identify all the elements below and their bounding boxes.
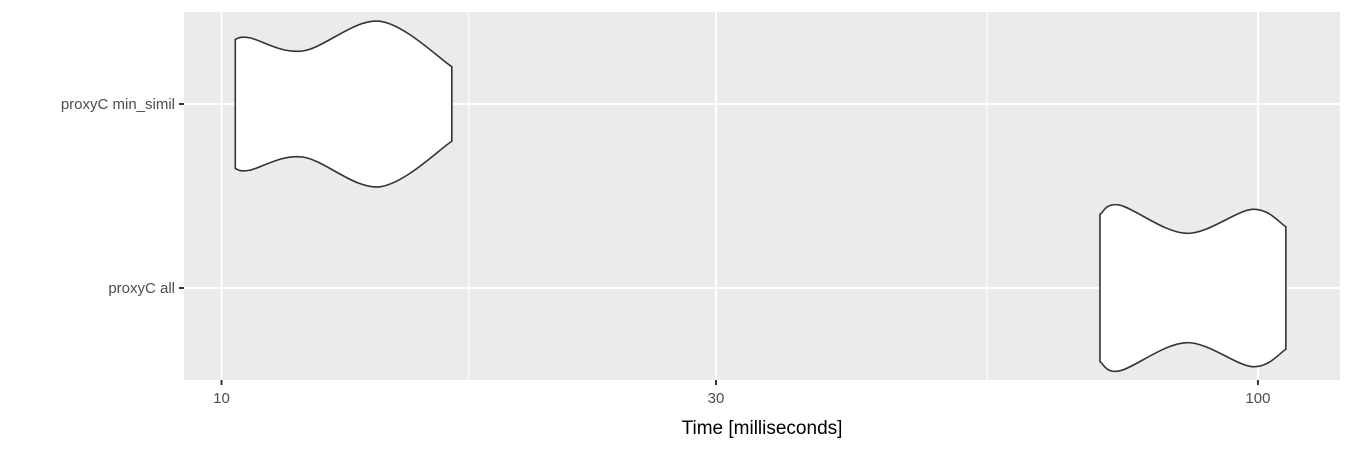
x-tick-label: 30 <box>708 390 725 407</box>
y-tick-label: proxyC min_simil <box>61 96 175 113</box>
axes: 10 30 100 proxyC min_simil proxyC all <box>61 96 1271 407</box>
y-tick-label: proxyC all <box>108 280 175 297</box>
violin-proxyc-all <box>1099 203 1287 373</box>
violin-proxyc-min_simil <box>234 20 453 188</box>
x-axis-title: Time [milliseconds] <box>682 418 843 439</box>
x-tick-label: 100 <box>1245 390 1270 407</box>
violins <box>234 20 1287 373</box>
x-tick-label: 10 <box>213 390 230 407</box>
